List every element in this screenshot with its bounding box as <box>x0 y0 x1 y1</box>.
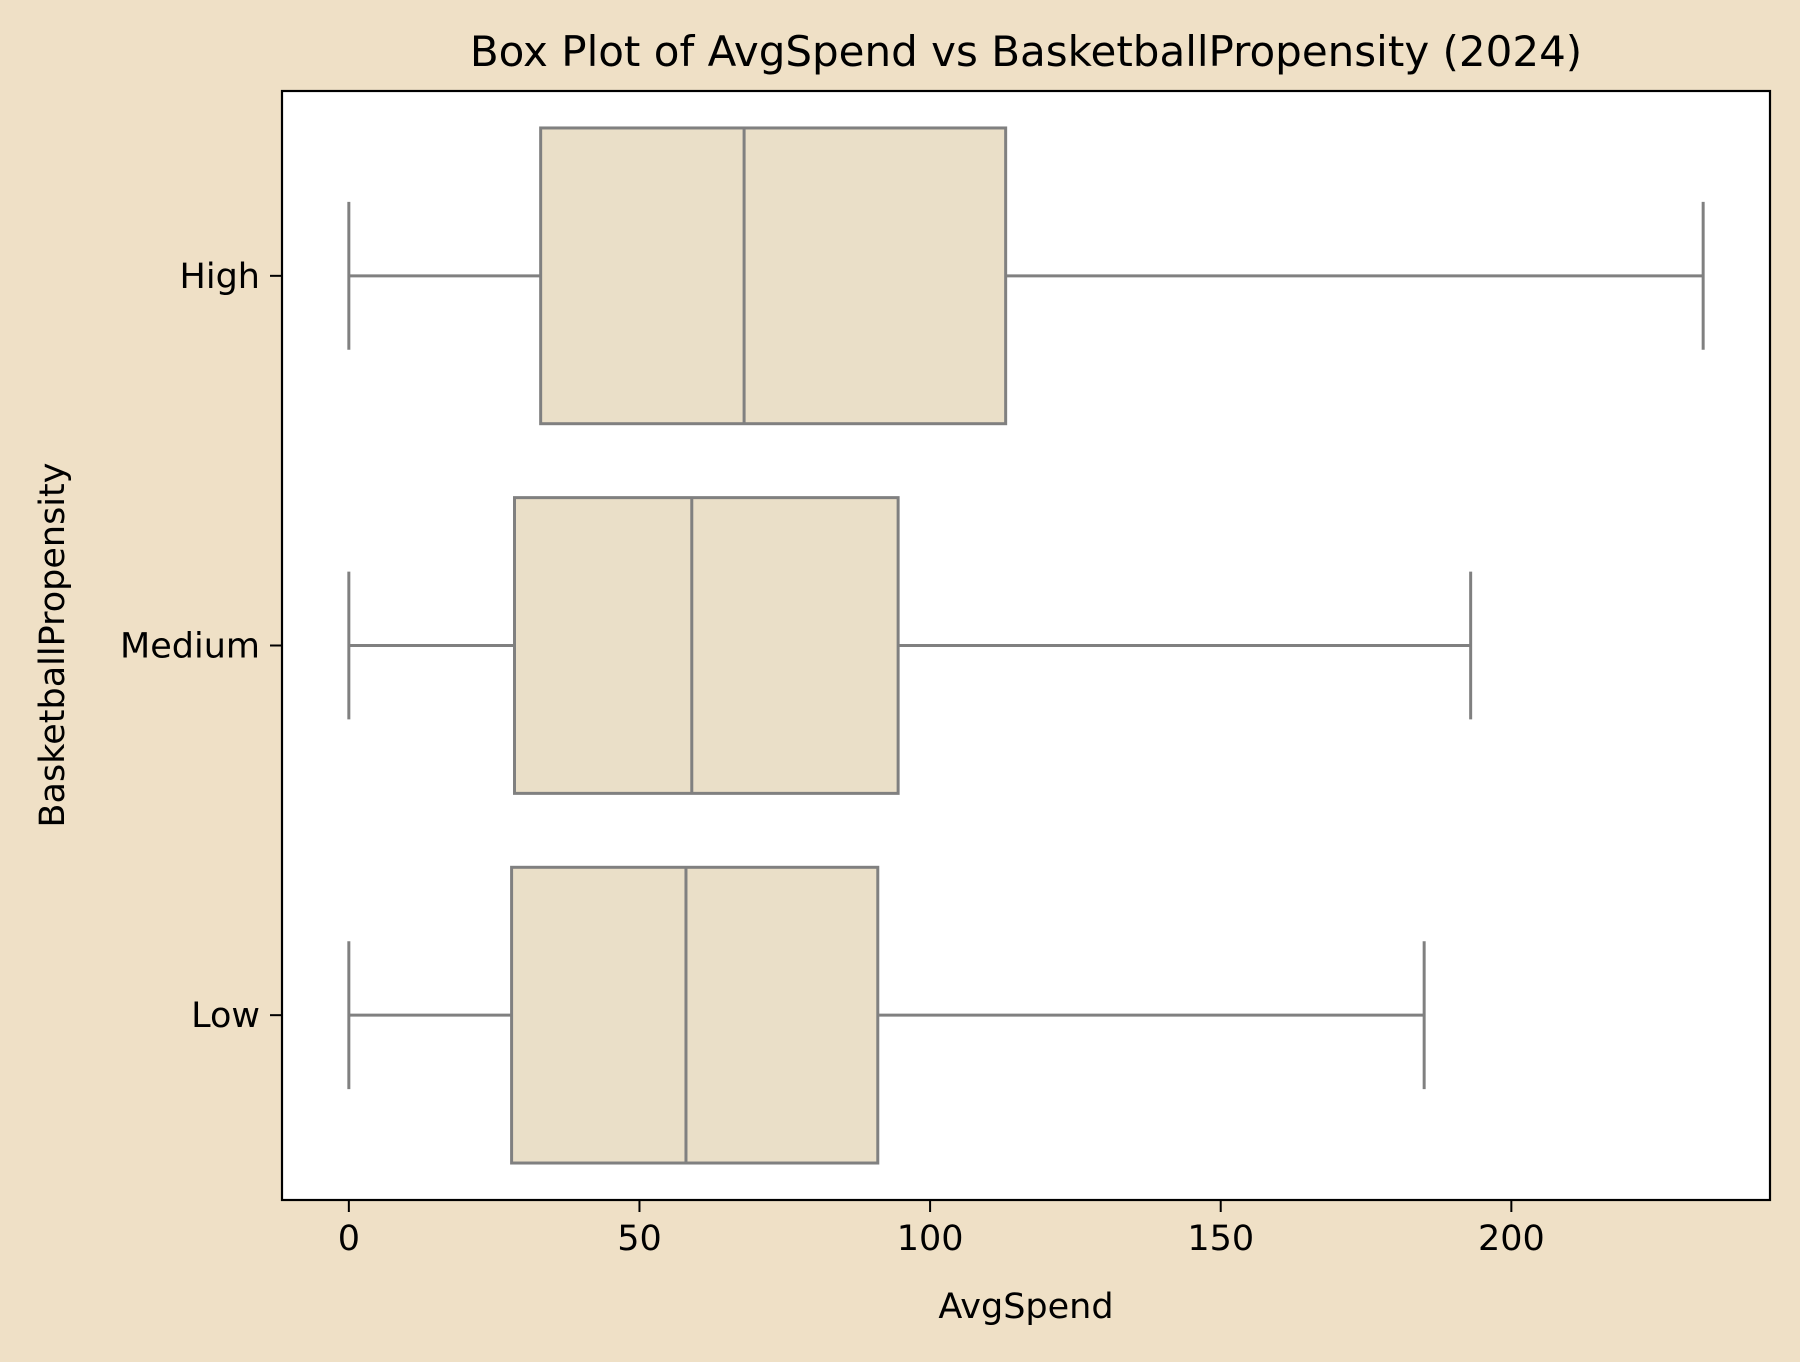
x-tick-label: 150 <box>1187 1219 1254 1259</box>
y-tick-label: Low <box>191 996 260 1036</box>
y-axis: High Medium Low <box>120 257 282 1036</box>
box-high <box>539 126 1008 426</box>
box-low <box>510 865 880 1165</box>
chart-title: Box Plot of AvgSpend vs BasketballPropen… <box>470 27 1582 76</box>
x-tick-label: 100 <box>897 1219 964 1259</box>
box-group-low <box>347 865 1426 1165</box>
y-axis-label: BasketballPropensity <box>33 463 73 828</box>
x-axis-label: AvgSpend <box>938 1287 1113 1327</box>
x-axis: 0 50 100 150 200 <box>338 1200 1545 1259</box>
x-tick-label: 50 <box>617 1219 662 1259</box>
y-tick-label: High <box>180 257 260 297</box>
box-medium <box>513 496 900 795</box>
x-tick-label: 0 <box>338 1219 360 1259</box>
box-group-high <box>347 126 1705 426</box>
x-tick-label: 200 <box>1478 1219 1545 1259</box>
box-group-medium <box>347 496 1473 795</box>
box-plot-marks <box>347 126 1705 1165</box>
y-tick-label: Medium <box>120 627 260 667</box>
